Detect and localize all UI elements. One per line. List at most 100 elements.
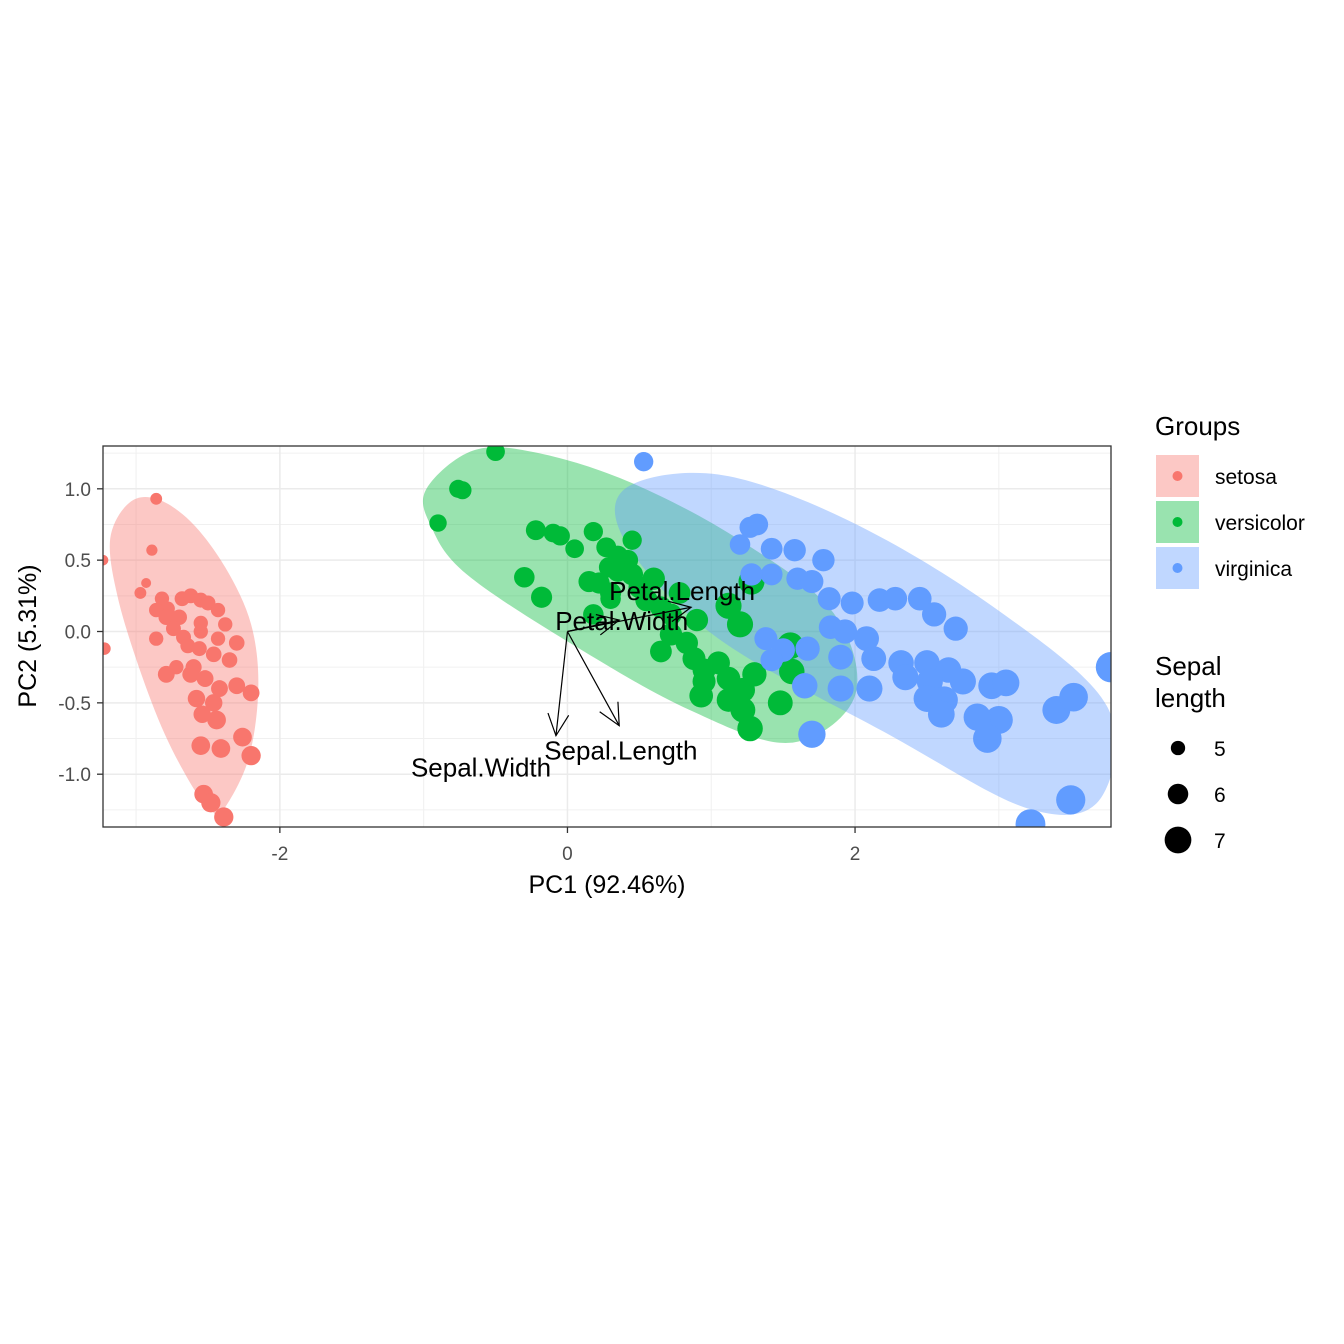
point-versicolor [449, 479, 468, 498]
point-setosa [191, 736, 211, 756]
loading-label-petal-length: Petal.Length [609, 576, 755, 606]
point-setosa [205, 694, 223, 712]
legend: Groups setosa versicolor virginica Sepal l… [1155, 411, 1305, 854]
point-virginica [854, 626, 879, 652]
loading-label-sepal-length: Sepal.Length [544, 736, 697, 766]
point-setosa [200, 595, 216, 611]
point-virginica [795, 636, 820, 661]
point-versicolor [525, 520, 546, 541]
y-tick-label: 0.5 [65, 551, 91, 572]
point-virginica [746, 513, 769, 536]
loading-arrowhead [595, 613, 621, 636]
point-virginica [760, 563, 783, 586]
point-setosa [149, 631, 164, 646]
point-versicolor [685, 608, 709, 632]
point-setosa [141, 577, 152, 588]
point-virginica [907, 586, 932, 611]
point-versicolor [668, 582, 691, 604]
point-setosa [233, 727, 252, 747]
point-virginica [760, 648, 783, 672]
point-virginica [817, 587, 841, 611]
legend-size-label: 5 [1214, 738, 1226, 761]
point-virginica [963, 703, 991, 731]
legend-size-dot [1164, 826, 1192, 854]
panel-border [102, 445, 1112, 828]
point-virginica [798, 720, 826, 748]
point-setosa [193, 705, 211, 723]
loading-arrow-sepal-length [566, 631, 620, 726]
legend-label-versicolor: versicolor [1215, 512, 1305, 535]
loading-arrow-sepal-width [555, 631, 569, 736]
legend-label-virginica: virginica [1215, 558, 1292, 581]
point-setosa [214, 807, 234, 827]
point-virginica [927, 700, 955, 728]
point-virginica [740, 563, 763, 586]
point-virginica [800, 570, 824, 594]
point-virginica [883, 586, 908, 611]
point-versicolor [650, 640, 672, 663]
point-setosa [221, 652, 238, 668]
point-setosa [210, 631, 226, 646]
point-virginica [922, 602, 947, 627]
point-virginica [856, 675, 883, 702]
point-versicolor [583, 521, 603, 542]
point-setosa [150, 492, 163, 505]
point-versicolor [530, 586, 553, 608]
x-axis-title: PC1 (92.46%) [528, 871, 685, 899]
point-versicolor [726, 611, 754, 638]
y-tick-label: -1.0 [58, 765, 91, 786]
point-virginica [729, 534, 751, 555]
point-setosa [191, 641, 207, 657]
legend-size-label: 7 [1214, 830, 1226, 853]
point-versicolor [737, 715, 763, 742]
legend-size-title-line1: Sepal [1155, 651, 1222, 681]
loading-label-sepal-width: Sepal.Width [411, 753, 551, 783]
legend-dot-virginica [1172, 563, 1183, 573]
legend-size-dot [1170, 740, 1186, 756]
y-tick-label: 0.0 [65, 623, 91, 644]
point-versicolor [543, 523, 563, 543]
point-versicolor [514, 567, 535, 588]
point-setosa [218, 617, 233, 632]
x-tick-label: -2 [271, 844, 288, 865]
point-virginica [832, 619, 858, 644]
point-virginica [827, 675, 854, 702]
legend-size-label: 6 [1214, 784, 1226, 807]
point-setosa [242, 684, 260, 702]
point-setosa [171, 609, 188, 626]
point-virginica [791, 672, 818, 699]
y-tick-label: -0.5 [58, 694, 91, 715]
point-versicolor [767, 690, 793, 716]
point-virginica [1015, 809, 1046, 827]
point-setosa [165, 621, 181, 637]
point-setosa [134, 587, 147, 599]
point-versicolor [742, 662, 767, 687]
point-virginica [943, 616, 968, 641]
point-versicolor [660, 603, 682, 626]
point-virginica [783, 538, 806, 562]
point-setosa [241, 746, 261, 766]
point-virginica [992, 669, 1020, 697]
point-versicolor [429, 514, 447, 532]
legend-size-title-line2: length [1155, 683, 1226, 713]
point-setosa [103, 554, 109, 566]
point-versicolor [622, 530, 642, 550]
x-tick-label: 2 [850, 844, 861, 865]
loading-arrowhead [547, 712, 570, 738]
point-virginica [840, 591, 864, 615]
point-setosa [180, 638, 196, 654]
point-virginica [812, 548, 835, 572]
point-virginica [1059, 682, 1088, 712]
point-setosa [211, 680, 228, 697]
point-versicolor [600, 588, 621, 609]
point-setosa [146, 544, 158, 556]
point-setosa [228, 635, 245, 651]
point-versicolor [565, 539, 584, 559]
point-setosa [210, 602, 226, 618]
x-tick-label: 0 [562, 844, 573, 865]
point-virginica [1095, 651, 1111, 683]
legend-size-dot [1167, 783, 1189, 805]
point-versicolor [583, 604, 604, 625]
